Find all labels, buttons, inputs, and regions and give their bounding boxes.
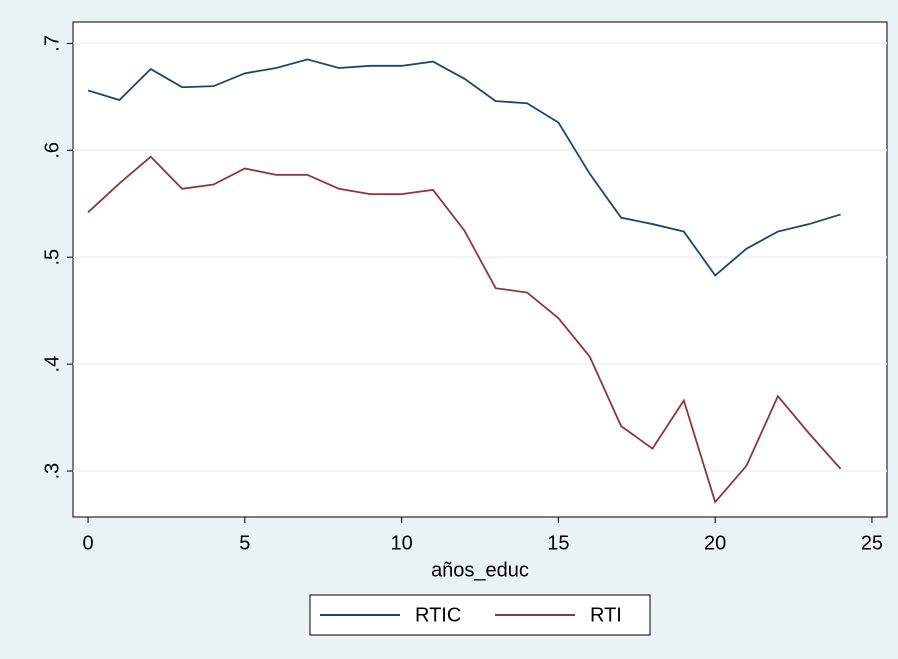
legend-label: RTI: [590, 604, 622, 626]
x-tick-label: 10: [390, 532, 412, 554]
legend-label: RTIC: [415, 604, 461, 626]
line-series: [87, 155, 842, 504]
y-tick-label: .4: [41, 356, 63, 373]
y-tick-label: .7: [41, 35, 63, 52]
plot-area: [72, 21, 888, 518]
x-tick-label: 20: [704, 532, 726, 554]
x-tick-label: 25: [861, 532, 883, 554]
y-tick-label: .5: [41, 249, 63, 266]
x-tick-label: 0: [82, 532, 93, 554]
line-series: [87, 58, 841, 277]
x-tick-label: 15: [547, 532, 569, 554]
x-axis-label: años_educ: [431, 559, 529, 581]
y-tick-label: .3: [41, 463, 63, 480]
x-tick-label: 5: [239, 532, 250, 554]
y-tick-label: .6: [41, 142, 63, 159]
